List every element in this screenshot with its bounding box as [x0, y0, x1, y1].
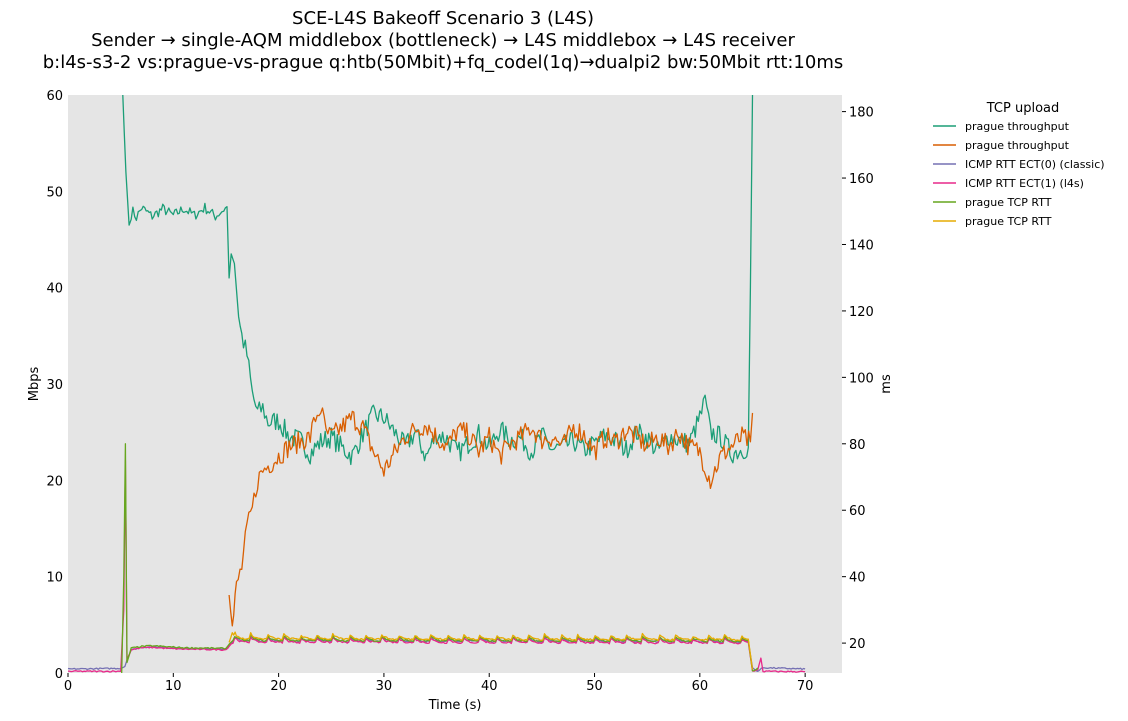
- y-left-tick-label: 30: [46, 378, 63, 393]
- y-axis-left-label: Mbps: [27, 367, 42, 402]
- y-right-tick-label: 60: [849, 504, 866, 519]
- x-tick-label: 40: [481, 679, 498, 694]
- y-right-tick-label: 40: [849, 571, 866, 586]
- x-axis-label: Time (s): [428, 698, 482, 713]
- y-axis-left-ticks: 0 10 20 30 40 50 60: [46, 89, 63, 682]
- y-right-tick-label: 80: [849, 438, 866, 453]
- series-line-5: [121, 443, 759, 674]
- y-right-tick-label: 140: [849, 238, 874, 253]
- plot-area: [68, 95, 842, 673]
- y-left-tick-label: 50: [46, 185, 63, 200]
- y-left-tick-label: 20: [46, 474, 63, 489]
- x-tick-label: 60: [692, 679, 709, 694]
- y-right-tick-label: 100: [849, 371, 874, 386]
- y-left-tick-label: 60: [46, 89, 63, 104]
- y-left-tick-label: 0: [55, 667, 63, 682]
- series-layer: [67, 94, 806, 674]
- legend-entries: prague throughput prague throughput ICMP R…: [933, 120, 1105, 228]
- y-left-tick-label: 40: [46, 282, 63, 297]
- y-right-tick-label: 120: [849, 305, 874, 320]
- series-line-4: [67, 459, 806, 673]
- x-tick-label: 50: [586, 679, 603, 694]
- legend-label: prague throughput: [965, 139, 1070, 152]
- legend-label: ICMP RTT ECT(0) (classic): [965, 158, 1105, 171]
- y-axis-right-ticks: 20 40 60 80 100 120 140 160 180: [842, 106, 874, 652]
- x-tick-label: 70: [797, 679, 814, 694]
- legend-title: TCP upload: [986, 101, 1060, 116]
- series-line-6: [228, 631, 754, 670]
- legend-label: prague TCP RTT: [965, 196, 1052, 209]
- chart-title: SCE-L4S Bakeoff Scenario 3 (L4S): [292, 8, 594, 29]
- y-right-tick-label: 20: [849, 637, 866, 652]
- x-tick-label: 0: [64, 679, 72, 694]
- legend-label: ICMP RTT ECT(1) (l4s): [965, 177, 1084, 190]
- chart-subtitle-config: b:l4s-s3-2 vs:prague-vs-prague q:htb(50M…: [43, 52, 844, 73]
- chart-subtitle-topology: Sender → single-AQM middlebox (bottlenec…: [91, 30, 795, 51]
- x-tick-label: 10: [165, 679, 182, 694]
- series-line-1: [122, 94, 754, 466]
- x-tick-label: 20: [270, 679, 287, 694]
- y-right-tick-label: 160: [849, 172, 874, 187]
- x-tick-label: 30: [376, 679, 393, 694]
- y-right-tick-label: 180: [849, 106, 874, 121]
- x-axis-ticks: 0 10 20 30 40 50 60 70: [64, 673, 814, 694]
- series-line-2: [228, 407, 754, 627]
- legend-label: prague TCP RTT: [965, 215, 1052, 228]
- legend-label: prague throughput: [965, 120, 1070, 133]
- y-axis-right-label: ms: [879, 374, 894, 394]
- y-left-tick-label: 10: [46, 571, 63, 586]
